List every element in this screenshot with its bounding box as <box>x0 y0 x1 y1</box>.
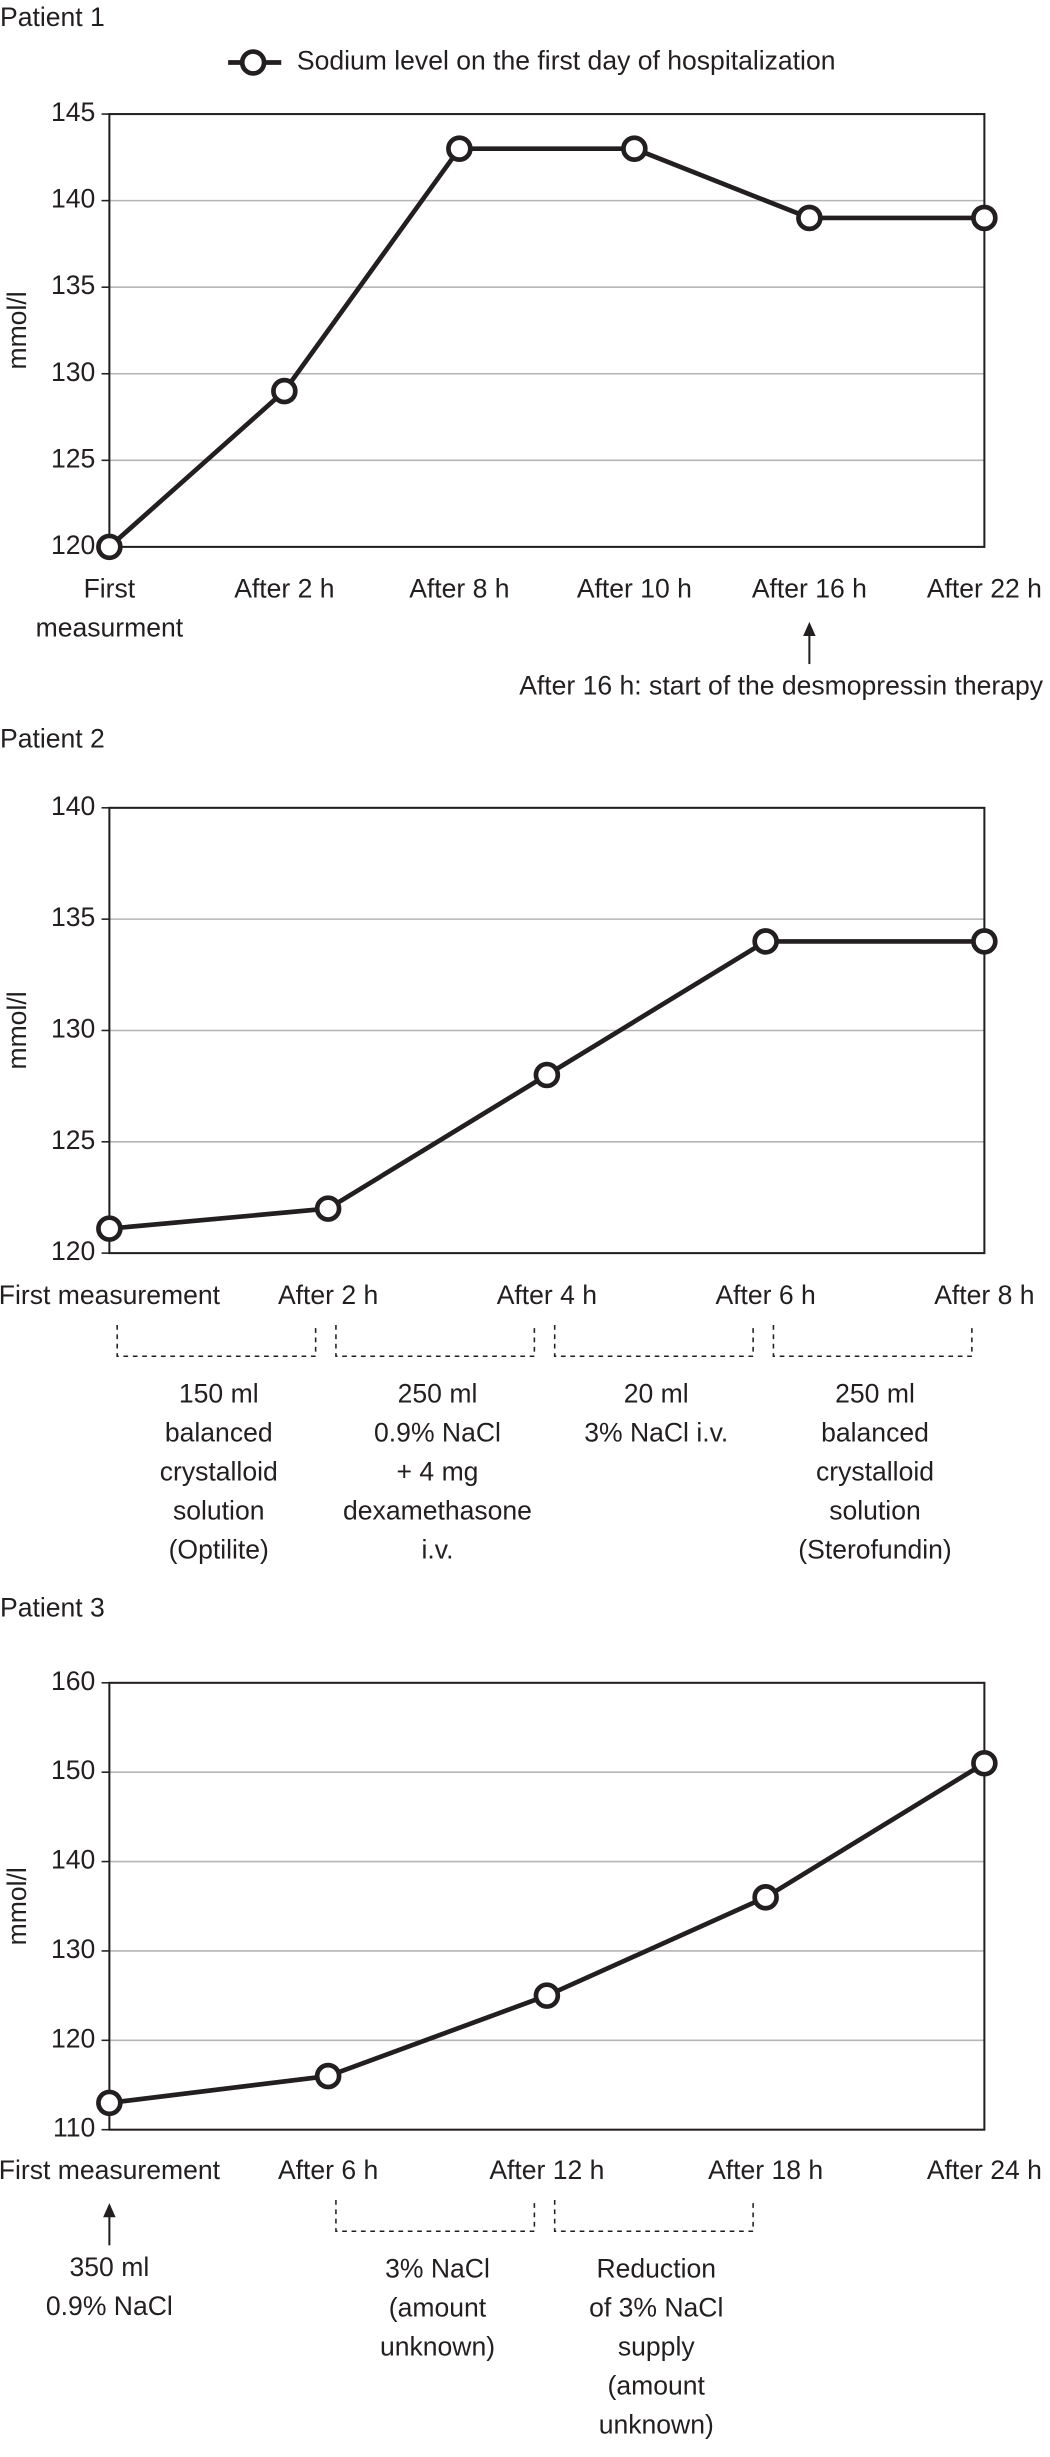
interval-note: 250 ml balanced crystalloid solution (Sterof… <box>798 1378 951 1564</box>
x-tick-label: After 2 h <box>278 1280 378 1310</box>
y-tick-label: 120 <box>51 1236 95 1266</box>
data-point <box>533 1061 561 1089</box>
chart-title: Patient 3 <box>0 1592 105 1622</box>
interval-bracket <box>116 1325 317 1358</box>
x-tick-label: After 22 h <box>927 574 1042 604</box>
x-tick-label: After 12 h <box>489 2155 604 2185</box>
data-point <box>96 2089 123 2117</box>
y-axis-label: mmol/l <box>2 1867 32 1945</box>
y-tick-label: 125 <box>51 443 95 473</box>
data-point <box>96 1215 123 1242</box>
x-tick-label: First measurement <box>0 2155 221 2185</box>
x-tick-label: After 10 h <box>577 574 692 604</box>
data-point <box>971 204 998 232</box>
data-point <box>752 1884 779 1911</box>
data-point <box>96 533 123 561</box>
plot-frame <box>108 806 986 1255</box>
x-tick-label: After 6 h <box>715 1280 815 1310</box>
x-tick-label: First measurement <box>0 1280 221 1310</box>
x-tick-label: After 18 h <box>708 2155 823 2185</box>
y-axis-label: mmol/l <box>2 291 32 369</box>
data-point <box>621 135 648 162</box>
interval-note: 20 ml 3% NaCl i.v. <box>584 1378 728 1447</box>
point-note: After 16 h: start of the desmopressin th… <box>519 671 1044 701</box>
data-point <box>314 1195 342 1222</box>
data-point <box>796 204 823 232</box>
interval-note: Reduction of 3% NaCl supply (amount unknown) <box>589 2253 723 2439</box>
y-tick-label: 140 <box>51 791 95 821</box>
legend-label: Sodium level on the first day of hospita… <box>297 46 836 76</box>
x-tick-label: After 8 h <box>409 574 509 604</box>
interval-bracket <box>772 1325 973 1358</box>
x-tick-label: After 16 h <box>752 574 867 604</box>
point-note: 350 ml 0.9% NaCl <box>46 2252 173 2321</box>
x-tick-label: After 2 h <box>234 574 334 604</box>
data-point <box>971 1749 998 1777</box>
y-axis-label: mmol/l <box>2 991 32 1069</box>
x-tick-label: After 6 h <box>278 2155 378 2185</box>
interval-note: 3% NaCl (amount unknown) <box>380 2253 495 2361</box>
y-tick-label: 135 <box>51 902 95 932</box>
data-point <box>446 135 473 162</box>
interval-note: 250 ml 0.9% NaCl + 4 mg dexamethasone i.v. <box>343 1378 532 1564</box>
data-point <box>271 377 298 405</box>
y-tick-label: 120 <box>51 2023 95 2053</box>
chart-title: Patient 2 <box>0 724 105 754</box>
chart-title: Patient 1 <box>0 2 105 32</box>
y-tick-label: 120 <box>51 530 95 560</box>
series-line <box>109 1761 986 2106</box>
legend-marker <box>239 49 267 76</box>
y-tick-label: 130 <box>51 1934 95 1964</box>
data-point <box>314 2062 342 2090</box>
y-tick-label: 160 <box>51 1666 95 1696</box>
y-tick-label: 150 <box>51 1755 95 1785</box>
y-tick-label: 130 <box>51 1013 95 1043</box>
interval-bracket <box>553 2200 754 2233</box>
y-tick-label: 145 <box>51 97 95 127</box>
y-tick-label: 125 <box>51 1125 95 1155</box>
series-line <box>107 146 985 549</box>
x-tick-label: After 8 h <box>934 1280 1034 1310</box>
interval-note: 150 ml balanced crystalloid solution (Optili… <box>160 1378 278 1564</box>
y-tick-label: 130 <box>51 357 95 387</box>
plot-frame <box>108 1681 986 2131</box>
arrow-head <box>803 621 816 636</box>
y-tick-label: 140 <box>51 1845 95 1875</box>
y-tick-label: 135 <box>51 270 95 300</box>
interval-bracket <box>553 1325 754 1358</box>
x-tick-label: After 24 h <box>927 2155 1042 2185</box>
x-tick-label: First measurment <box>36 574 184 643</box>
data-point <box>533 1982 561 2009</box>
y-tick-label: 140 <box>51 184 95 214</box>
x-tick-label: After 4 h <box>497 1280 597 1310</box>
data-point <box>971 928 998 955</box>
data-point <box>752 928 779 955</box>
arrow-head <box>103 2203 116 2218</box>
interval-bracket <box>335 1325 536 1358</box>
plot-frame <box>108 113 986 548</box>
y-tick-label: 110 <box>53 2113 95 2143</box>
interval-bracket <box>335 2200 536 2233</box>
